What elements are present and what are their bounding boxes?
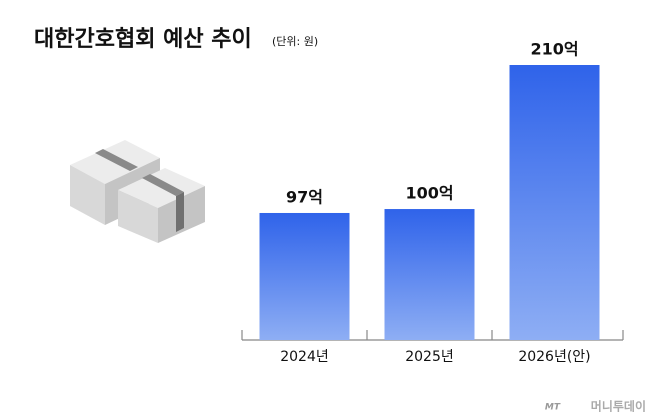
value-label: 97억: [286, 187, 323, 206]
money-illustration: [70, 140, 205, 243]
bar: [509, 65, 600, 340]
x-tick-label: 2026년(안): [518, 349, 590, 365]
bar: [259, 212, 350, 340]
x-tick-label: 2025년: [405, 349, 454, 365]
chart-subtitle: (단위: 원): [272, 35, 318, 48]
bar: [384, 209, 475, 340]
separator-ticks: [241, 330, 624, 340]
watermark: 머니투데이: [591, 399, 646, 414]
value-label: 100억: [405, 184, 453, 203]
chart-title: 대한간호협회 예산 추이: [34, 27, 252, 52]
watermark-logo: MT: [545, 403, 561, 413]
value-label: 210억: [530, 40, 578, 59]
x-tick-label: 2024년: [280, 349, 329, 365]
